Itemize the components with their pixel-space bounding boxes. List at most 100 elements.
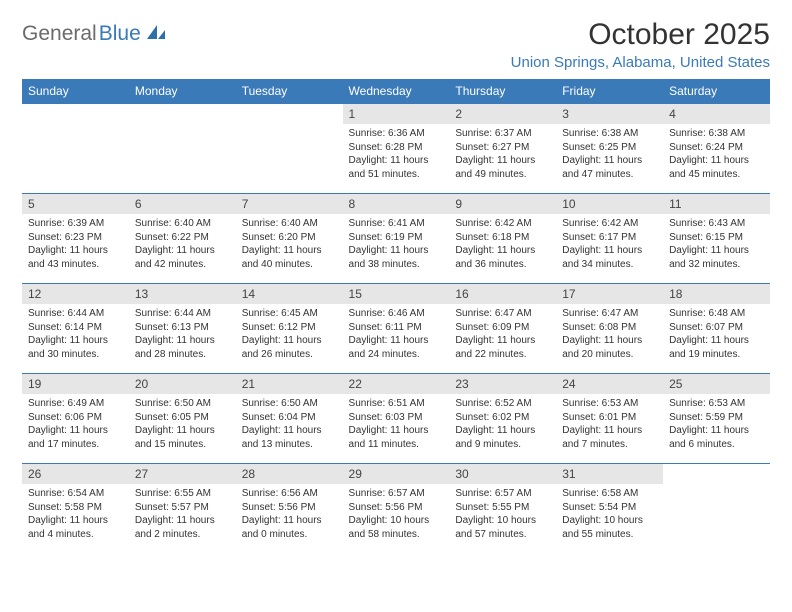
- day-content: Sunrise: 6:45 AMSunset: 6:12 PMDaylight:…: [236, 304, 343, 367]
- day-number: 7: [236, 194, 343, 214]
- day-cell: 28Sunrise: 6:56 AMSunset: 5:56 PMDayligh…: [236, 464, 343, 554]
- week-row: 12Sunrise: 6:44 AMSunset: 6:14 PMDayligh…: [22, 284, 770, 374]
- day-number: 9: [449, 194, 556, 214]
- day-number: 24: [556, 374, 663, 394]
- day-content: Sunrise: 6:51 AMSunset: 6:03 PMDaylight:…: [343, 394, 450, 457]
- day-cell: 23Sunrise: 6:52 AMSunset: 6:02 PMDayligh…: [449, 374, 556, 464]
- day-cell: 6Sunrise: 6:40 AMSunset: 6:22 PMDaylight…: [129, 194, 236, 284]
- day-cell: 19Sunrise: 6:49 AMSunset: 6:06 PMDayligh…: [22, 374, 129, 464]
- day-cell: 15Sunrise: 6:46 AMSunset: 6:11 PMDayligh…: [343, 284, 450, 374]
- header: GeneralBlue October 2025 Union Springs, …: [22, 18, 770, 71]
- day-cell: 10Sunrise: 6:42 AMSunset: 6:17 PMDayligh…: [556, 194, 663, 284]
- day-content: Sunrise: 6:58 AMSunset: 5:54 PMDaylight:…: [556, 484, 663, 547]
- title-block: October 2025 Union Springs, Alabama, Uni…: [511, 18, 770, 71]
- day-number: 22: [343, 374, 450, 394]
- day-cell: 12Sunrise: 6:44 AMSunset: 6:14 PMDayligh…: [22, 284, 129, 374]
- day-content: Sunrise: 6:42 AMSunset: 6:18 PMDaylight:…: [449, 214, 556, 277]
- day-number: 15: [343, 284, 450, 304]
- day-number: 4: [663, 104, 770, 124]
- day-cell: 17Sunrise: 6:47 AMSunset: 6:08 PMDayligh…: [556, 284, 663, 374]
- day-number: 21: [236, 374, 343, 394]
- day-number: 13: [129, 284, 236, 304]
- day-content: Sunrise: 6:43 AMSunset: 6:15 PMDaylight:…: [663, 214, 770, 277]
- day-number: 26: [22, 464, 129, 484]
- day-content: Sunrise: 6:53 AMSunset: 5:59 PMDaylight:…: [663, 394, 770, 457]
- week-row: 5Sunrise: 6:39 AMSunset: 6:23 PMDaylight…: [22, 194, 770, 284]
- day-content: Sunrise: 6:36 AMSunset: 6:28 PMDaylight:…: [343, 124, 450, 187]
- empty-cell: [129, 104, 236, 194]
- logo-text-blue: Blue: [99, 22, 141, 46]
- logo: GeneralBlue: [22, 18, 167, 46]
- day-number: 5: [22, 194, 129, 214]
- day-content: Sunrise: 6:38 AMSunset: 6:24 PMDaylight:…: [663, 124, 770, 187]
- day-content: Sunrise: 6:42 AMSunset: 6:17 PMDaylight:…: [556, 214, 663, 277]
- day-number: 12: [22, 284, 129, 304]
- day-cell: 29Sunrise: 6:57 AMSunset: 5:56 PMDayligh…: [343, 464, 450, 554]
- day-header: Wednesday: [343, 79, 450, 104]
- day-content: Sunrise: 6:38 AMSunset: 6:25 PMDaylight:…: [556, 124, 663, 187]
- day-number: 19: [22, 374, 129, 394]
- calendar-table: SundayMondayTuesdayWednesdayThursdayFrid…: [22, 79, 770, 554]
- day-content: Sunrise: 6:55 AMSunset: 5:57 PMDaylight:…: [129, 484, 236, 547]
- day-content: Sunrise: 6:49 AMSunset: 6:06 PMDaylight:…: [22, 394, 129, 457]
- day-cell: 9Sunrise: 6:42 AMSunset: 6:18 PMDaylight…: [449, 194, 556, 284]
- day-content: Sunrise: 6:40 AMSunset: 6:22 PMDaylight:…: [129, 214, 236, 277]
- day-number: 10: [556, 194, 663, 214]
- empty-cell: [236, 104, 343, 194]
- day-number: 18: [663, 284, 770, 304]
- day-content: Sunrise: 6:46 AMSunset: 6:11 PMDaylight:…: [343, 304, 450, 367]
- day-content: Sunrise: 6:44 AMSunset: 6:14 PMDaylight:…: [22, 304, 129, 367]
- day-cell: 3Sunrise: 6:38 AMSunset: 6:25 PMDaylight…: [556, 104, 663, 194]
- day-cell: 14Sunrise: 6:45 AMSunset: 6:12 PMDayligh…: [236, 284, 343, 374]
- month-title: October 2025: [511, 18, 770, 52]
- day-content: Sunrise: 6:57 AMSunset: 5:56 PMDaylight:…: [343, 484, 450, 547]
- day-content: Sunrise: 6:52 AMSunset: 6:02 PMDaylight:…: [449, 394, 556, 457]
- day-cell: 11Sunrise: 6:43 AMSunset: 6:15 PMDayligh…: [663, 194, 770, 284]
- day-header: Monday: [129, 79, 236, 104]
- day-cell: 20Sunrise: 6:50 AMSunset: 6:05 PMDayligh…: [129, 374, 236, 464]
- day-content: Sunrise: 6:56 AMSunset: 5:56 PMDaylight:…: [236, 484, 343, 547]
- day-content: Sunrise: 6:48 AMSunset: 6:07 PMDaylight:…: [663, 304, 770, 367]
- day-content: Sunrise: 6:37 AMSunset: 6:27 PMDaylight:…: [449, 124, 556, 187]
- day-number: 11: [663, 194, 770, 214]
- day-header: Tuesday: [236, 79, 343, 104]
- day-number: 8: [343, 194, 450, 214]
- day-cell: 27Sunrise: 6:55 AMSunset: 5:57 PMDayligh…: [129, 464, 236, 554]
- day-number: 14: [236, 284, 343, 304]
- day-header: Saturday: [663, 79, 770, 104]
- day-content: Sunrise: 6:47 AMSunset: 6:08 PMDaylight:…: [556, 304, 663, 367]
- week-row: 19Sunrise: 6:49 AMSunset: 6:06 PMDayligh…: [22, 374, 770, 464]
- day-number: 30: [449, 464, 556, 484]
- day-number: 31: [556, 464, 663, 484]
- location-text: Union Springs, Alabama, United States: [511, 54, 770, 71]
- day-content: Sunrise: 6:53 AMSunset: 6:01 PMDaylight:…: [556, 394, 663, 457]
- day-number: 2: [449, 104, 556, 124]
- day-cell: 26Sunrise: 6:54 AMSunset: 5:58 PMDayligh…: [22, 464, 129, 554]
- day-number: 6: [129, 194, 236, 214]
- day-content: Sunrise: 6:57 AMSunset: 5:55 PMDaylight:…: [449, 484, 556, 547]
- day-cell: 18Sunrise: 6:48 AMSunset: 6:07 PMDayligh…: [663, 284, 770, 374]
- calendar-body: 1Sunrise: 6:36 AMSunset: 6:28 PMDaylight…: [22, 104, 770, 554]
- day-header: Friday: [556, 79, 663, 104]
- day-cell: 8Sunrise: 6:41 AMSunset: 6:19 PMDaylight…: [343, 194, 450, 284]
- day-number: 17: [556, 284, 663, 304]
- day-content: Sunrise: 6:47 AMSunset: 6:09 PMDaylight:…: [449, 304, 556, 367]
- day-cell: 24Sunrise: 6:53 AMSunset: 6:01 PMDayligh…: [556, 374, 663, 464]
- empty-cell: [22, 104, 129, 194]
- day-number: 29: [343, 464, 450, 484]
- week-row: 26Sunrise: 6:54 AMSunset: 5:58 PMDayligh…: [22, 464, 770, 554]
- day-header: Sunday: [22, 79, 129, 104]
- day-number: 20: [129, 374, 236, 394]
- day-cell: 4Sunrise: 6:38 AMSunset: 6:24 PMDaylight…: [663, 104, 770, 194]
- day-content: Sunrise: 6:41 AMSunset: 6:19 PMDaylight:…: [343, 214, 450, 277]
- week-row: 1Sunrise: 6:36 AMSunset: 6:28 PMDaylight…: [22, 104, 770, 194]
- day-cell: 1Sunrise: 6:36 AMSunset: 6:28 PMDaylight…: [343, 104, 450, 194]
- day-cell: 7Sunrise: 6:40 AMSunset: 6:20 PMDaylight…: [236, 194, 343, 284]
- day-content: Sunrise: 6:50 AMSunset: 6:05 PMDaylight:…: [129, 394, 236, 457]
- day-cell: 31Sunrise: 6:58 AMSunset: 5:54 PMDayligh…: [556, 464, 663, 554]
- day-number: 25: [663, 374, 770, 394]
- day-content: Sunrise: 6:44 AMSunset: 6:13 PMDaylight:…: [129, 304, 236, 367]
- calendar-page: GeneralBlue October 2025 Union Springs, …: [0, 0, 792, 572]
- day-number: 23: [449, 374, 556, 394]
- day-number: 1: [343, 104, 450, 124]
